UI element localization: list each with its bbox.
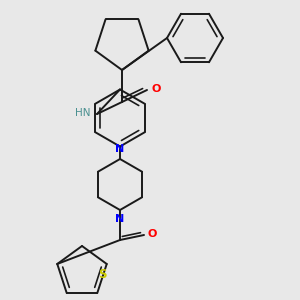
Text: O: O xyxy=(148,229,158,239)
Text: N: N xyxy=(116,214,124,224)
Text: O: O xyxy=(151,84,160,94)
Text: S: S xyxy=(98,268,107,281)
Text: HN: HN xyxy=(76,108,91,118)
Text: N: N xyxy=(116,145,124,154)
